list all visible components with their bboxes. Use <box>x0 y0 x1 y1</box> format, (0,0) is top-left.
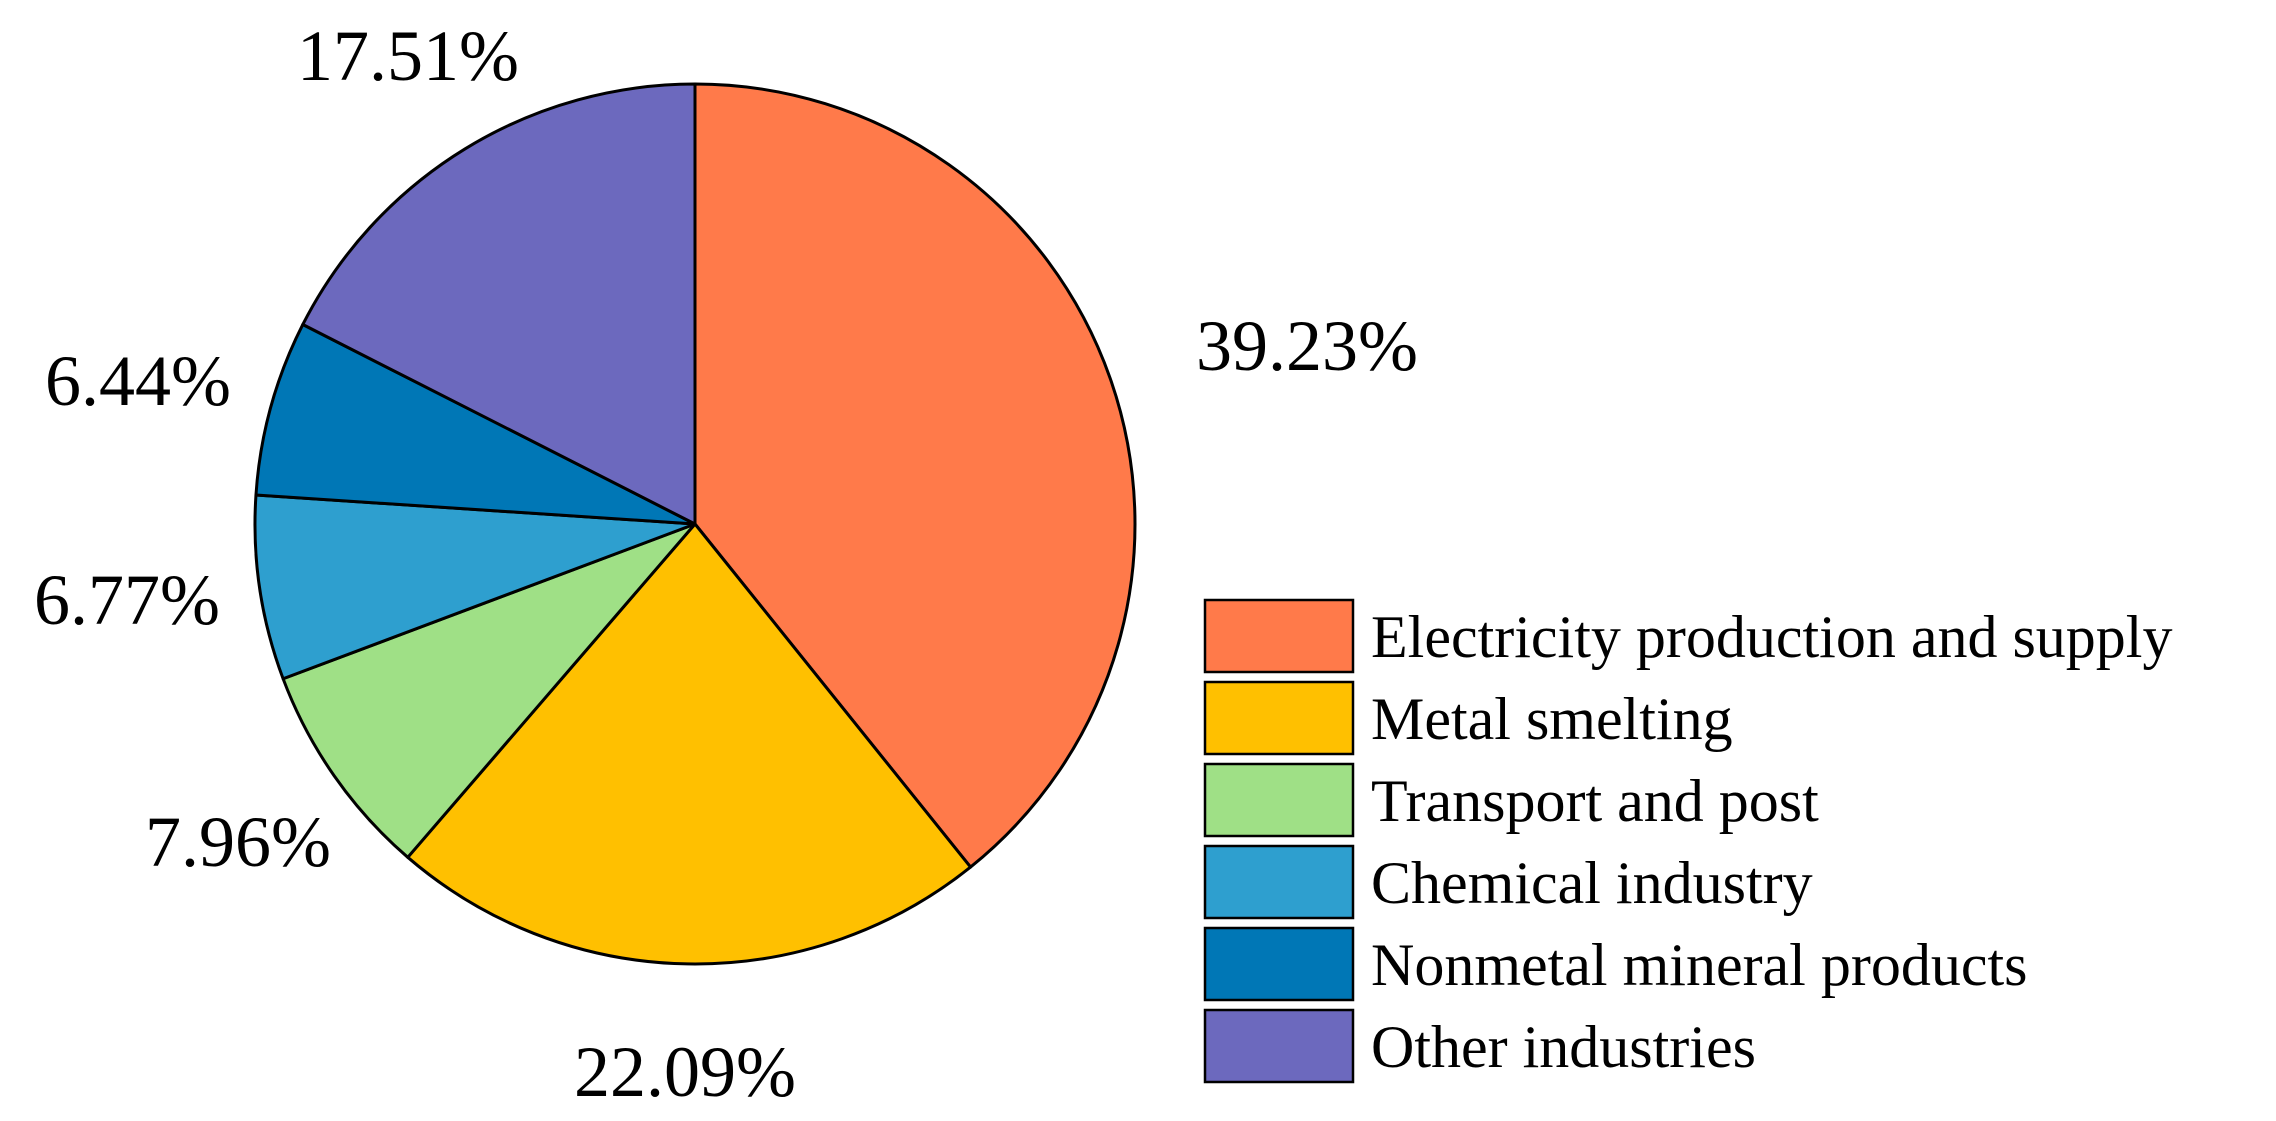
legend-label-2: Metal smelting <box>1371 686 1733 752</box>
legend: Electricity production and supply Metal s… <box>1203 598 2172 1084</box>
slice-label-4: 6.77% <box>34 560 220 640</box>
pie-slice-1 <box>693 82 1137 869</box>
pie-slice-4 <box>253 493 697 681</box>
legend-swatch-1 <box>1203 598 1355 674</box>
legend-swatch-5 <box>1203 926 1355 1002</box>
slice-label-6: 17.51% <box>297 16 519 96</box>
legend-label-1: Electricity production and supply <box>1371 604 2172 670</box>
pie-slice-2 <box>406 522 973 966</box>
legend-swatch-4 <box>1203 844 1355 920</box>
legend-swatch-6 <box>1203 1008 1355 1084</box>
pie-slice-6 <box>301 82 697 526</box>
slice-label-1: 39.23% <box>1196 306 1418 386</box>
slice-labels: 39.23% 22.09% 7.96% 6.77% 6.44% 17.51% <box>34 16 1418 1112</box>
legend-label-6: Other industries <box>1371 1014 1756 1080</box>
legend-label-5: Nonmetal mineral products <box>1371 932 2027 998</box>
legend-swatch-3 <box>1203 762 1355 838</box>
legend-swatch-2 <box>1203 680 1355 756</box>
pie-slices <box>253 82 1137 966</box>
slice-label-3: 7.96% <box>145 802 331 882</box>
legend-label-3: Transport and post <box>1371 768 1819 834</box>
legend-label-4: Chemical industry <box>1371 850 1813 916</box>
slice-label-2: 22.09% <box>574 1032 796 1112</box>
slice-label-5: 6.44% <box>45 341 231 421</box>
pie-slice-3 <box>281 522 697 859</box>
pie-slice-5 <box>254 322 697 526</box>
